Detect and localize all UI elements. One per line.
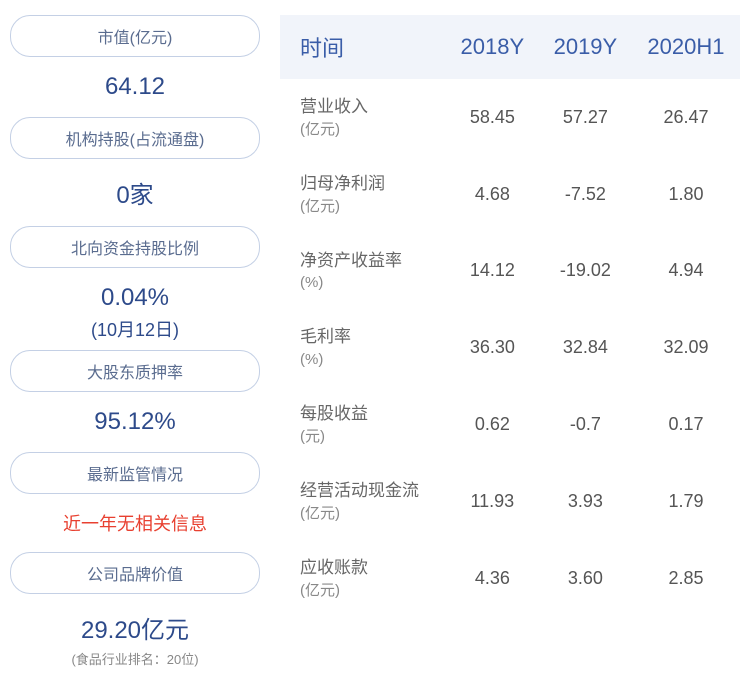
brand-value-rank: (食品行业排名：20位) <box>10 649 260 668</box>
metric-name: 归母净利润 <box>300 172 436 196</box>
pledge-ratio-label: 大股东质押率 <box>10 350 260 392</box>
northbound-holdings-date: (10月12日) <box>10 316 260 342</box>
value-cell: -0.7 <box>539 386 632 463</box>
metric-unit: (亿元) <box>300 119 436 140</box>
financial-table: 时间 2018Y 2019Y 2020H1 营业收入(亿元)58.4557.27… <box>280 15 740 617</box>
value-cell: 0.17 <box>632 386 740 463</box>
table-header-row: 时间 2018Y 2019Y 2020H1 <box>280 15 740 79</box>
value-cell: 4.68 <box>446 156 539 233</box>
left-info-panel: 市值(亿元) 64.12 机构持股(占流通盘) 0家 北向资金持股比例 0.04… <box>10 15 260 663</box>
metric-cell: 营业收入(亿元) <box>280 79 446 156</box>
metric-name: 营业收入 <box>300 95 436 119</box>
header-2019: 2019Y <box>539 15 632 79</box>
value-cell: 32.09 <box>632 309 740 386</box>
value-cell: 36.30 <box>446 309 539 386</box>
metric-cell: 经营活动现金流(亿元) <box>280 463 446 540</box>
value-cell: 4.94 <box>632 233 740 310</box>
regulatory-status-label: 最新监管情况 <box>10 452 260 494</box>
header-2020h1: 2020H1 <box>632 15 740 79</box>
table-row: 归母净利润(亿元)4.68-7.521.80 <box>280 156 740 233</box>
value-cell: 3.60 <box>539 540 632 617</box>
value-cell: 32.84 <box>539 309 632 386</box>
value-cell: 26.47 <box>632 79 740 156</box>
value-cell: 58.45 <box>446 79 539 156</box>
metric-cell: 毛利率(%) <box>280 309 446 386</box>
value-cell: 57.27 <box>539 79 632 156</box>
value-cell: 4.36 <box>446 540 539 617</box>
regulatory-status-value: 近一年无相关信息 <box>10 502 260 544</box>
header-2018: 2018Y <box>446 15 539 79</box>
metric-unit: (亿元) <box>300 580 436 601</box>
metric-unit: (元) <box>300 426 436 447</box>
brand-value-value: 29.20亿元 <box>10 602 260 653</box>
value-cell: -19.02 <box>539 233 632 310</box>
table-row: 应收账款(亿元)4.363.602.85 <box>280 540 740 617</box>
northbound-holdings-label: 北向资金持股比例 <box>10 226 260 268</box>
metric-unit: (亿元) <box>300 503 436 524</box>
metric-name: 经营活动现金流 <box>300 479 436 503</box>
institutional-holdings-label: 机构持股(占流通盘) <box>10 117 260 159</box>
market-cap-value: 64.12 <box>10 65 260 109</box>
metric-name: 每股收益 <box>300 402 436 426</box>
value-cell: 3.93 <box>539 463 632 540</box>
northbound-holdings-value: 0.04% <box>10 276 260 320</box>
value-cell: 11.93 <box>446 463 539 540</box>
value-cell: 1.79 <box>632 463 740 540</box>
metric-name: 净资产收益率 <box>300 249 436 273</box>
metric-name: 应收账款 <box>300 556 436 580</box>
value-cell: 14.12 <box>446 233 539 310</box>
value-cell: 1.80 <box>632 156 740 233</box>
institutional-holdings-value: 0家 <box>10 167 260 218</box>
metric-cell: 归母净利润(亿元) <box>280 156 446 233</box>
financial-table-panel: 时间 2018Y 2019Y 2020H1 营业收入(亿元)58.4557.27… <box>280 15 740 663</box>
table-row: 净资产收益率(%)14.12-19.024.94 <box>280 233 740 310</box>
metric-cell: 应收账款(亿元) <box>280 540 446 617</box>
metric-unit: (%) <box>300 272 436 293</box>
metric-unit: (%) <box>300 349 436 370</box>
value-cell: 2.85 <box>632 540 740 617</box>
table-row: 经营活动现金流(亿元)11.933.931.79 <box>280 463 740 540</box>
metric-cell: 每股收益(元) <box>280 386 446 463</box>
header-time: 时间 <box>280 15 446 79</box>
market-cap-label: 市值(亿元) <box>10 15 260 57</box>
metric-unit: (亿元) <box>300 196 436 217</box>
table-row: 毛利率(%)36.3032.8432.09 <box>280 309 740 386</box>
metric-name: 毛利率 <box>300 325 436 349</box>
table-row: 营业收入(亿元)58.4557.2726.47 <box>280 79 740 156</box>
value-cell: -7.52 <box>539 156 632 233</box>
brand-value-label: 公司品牌价值 <box>10 552 260 594</box>
metric-cell: 净资产收益率(%) <box>280 233 446 310</box>
pledge-ratio-value: 95.12% <box>10 400 260 444</box>
value-cell: 0.62 <box>446 386 539 463</box>
table-row: 每股收益(元)0.62-0.70.17 <box>280 386 740 463</box>
